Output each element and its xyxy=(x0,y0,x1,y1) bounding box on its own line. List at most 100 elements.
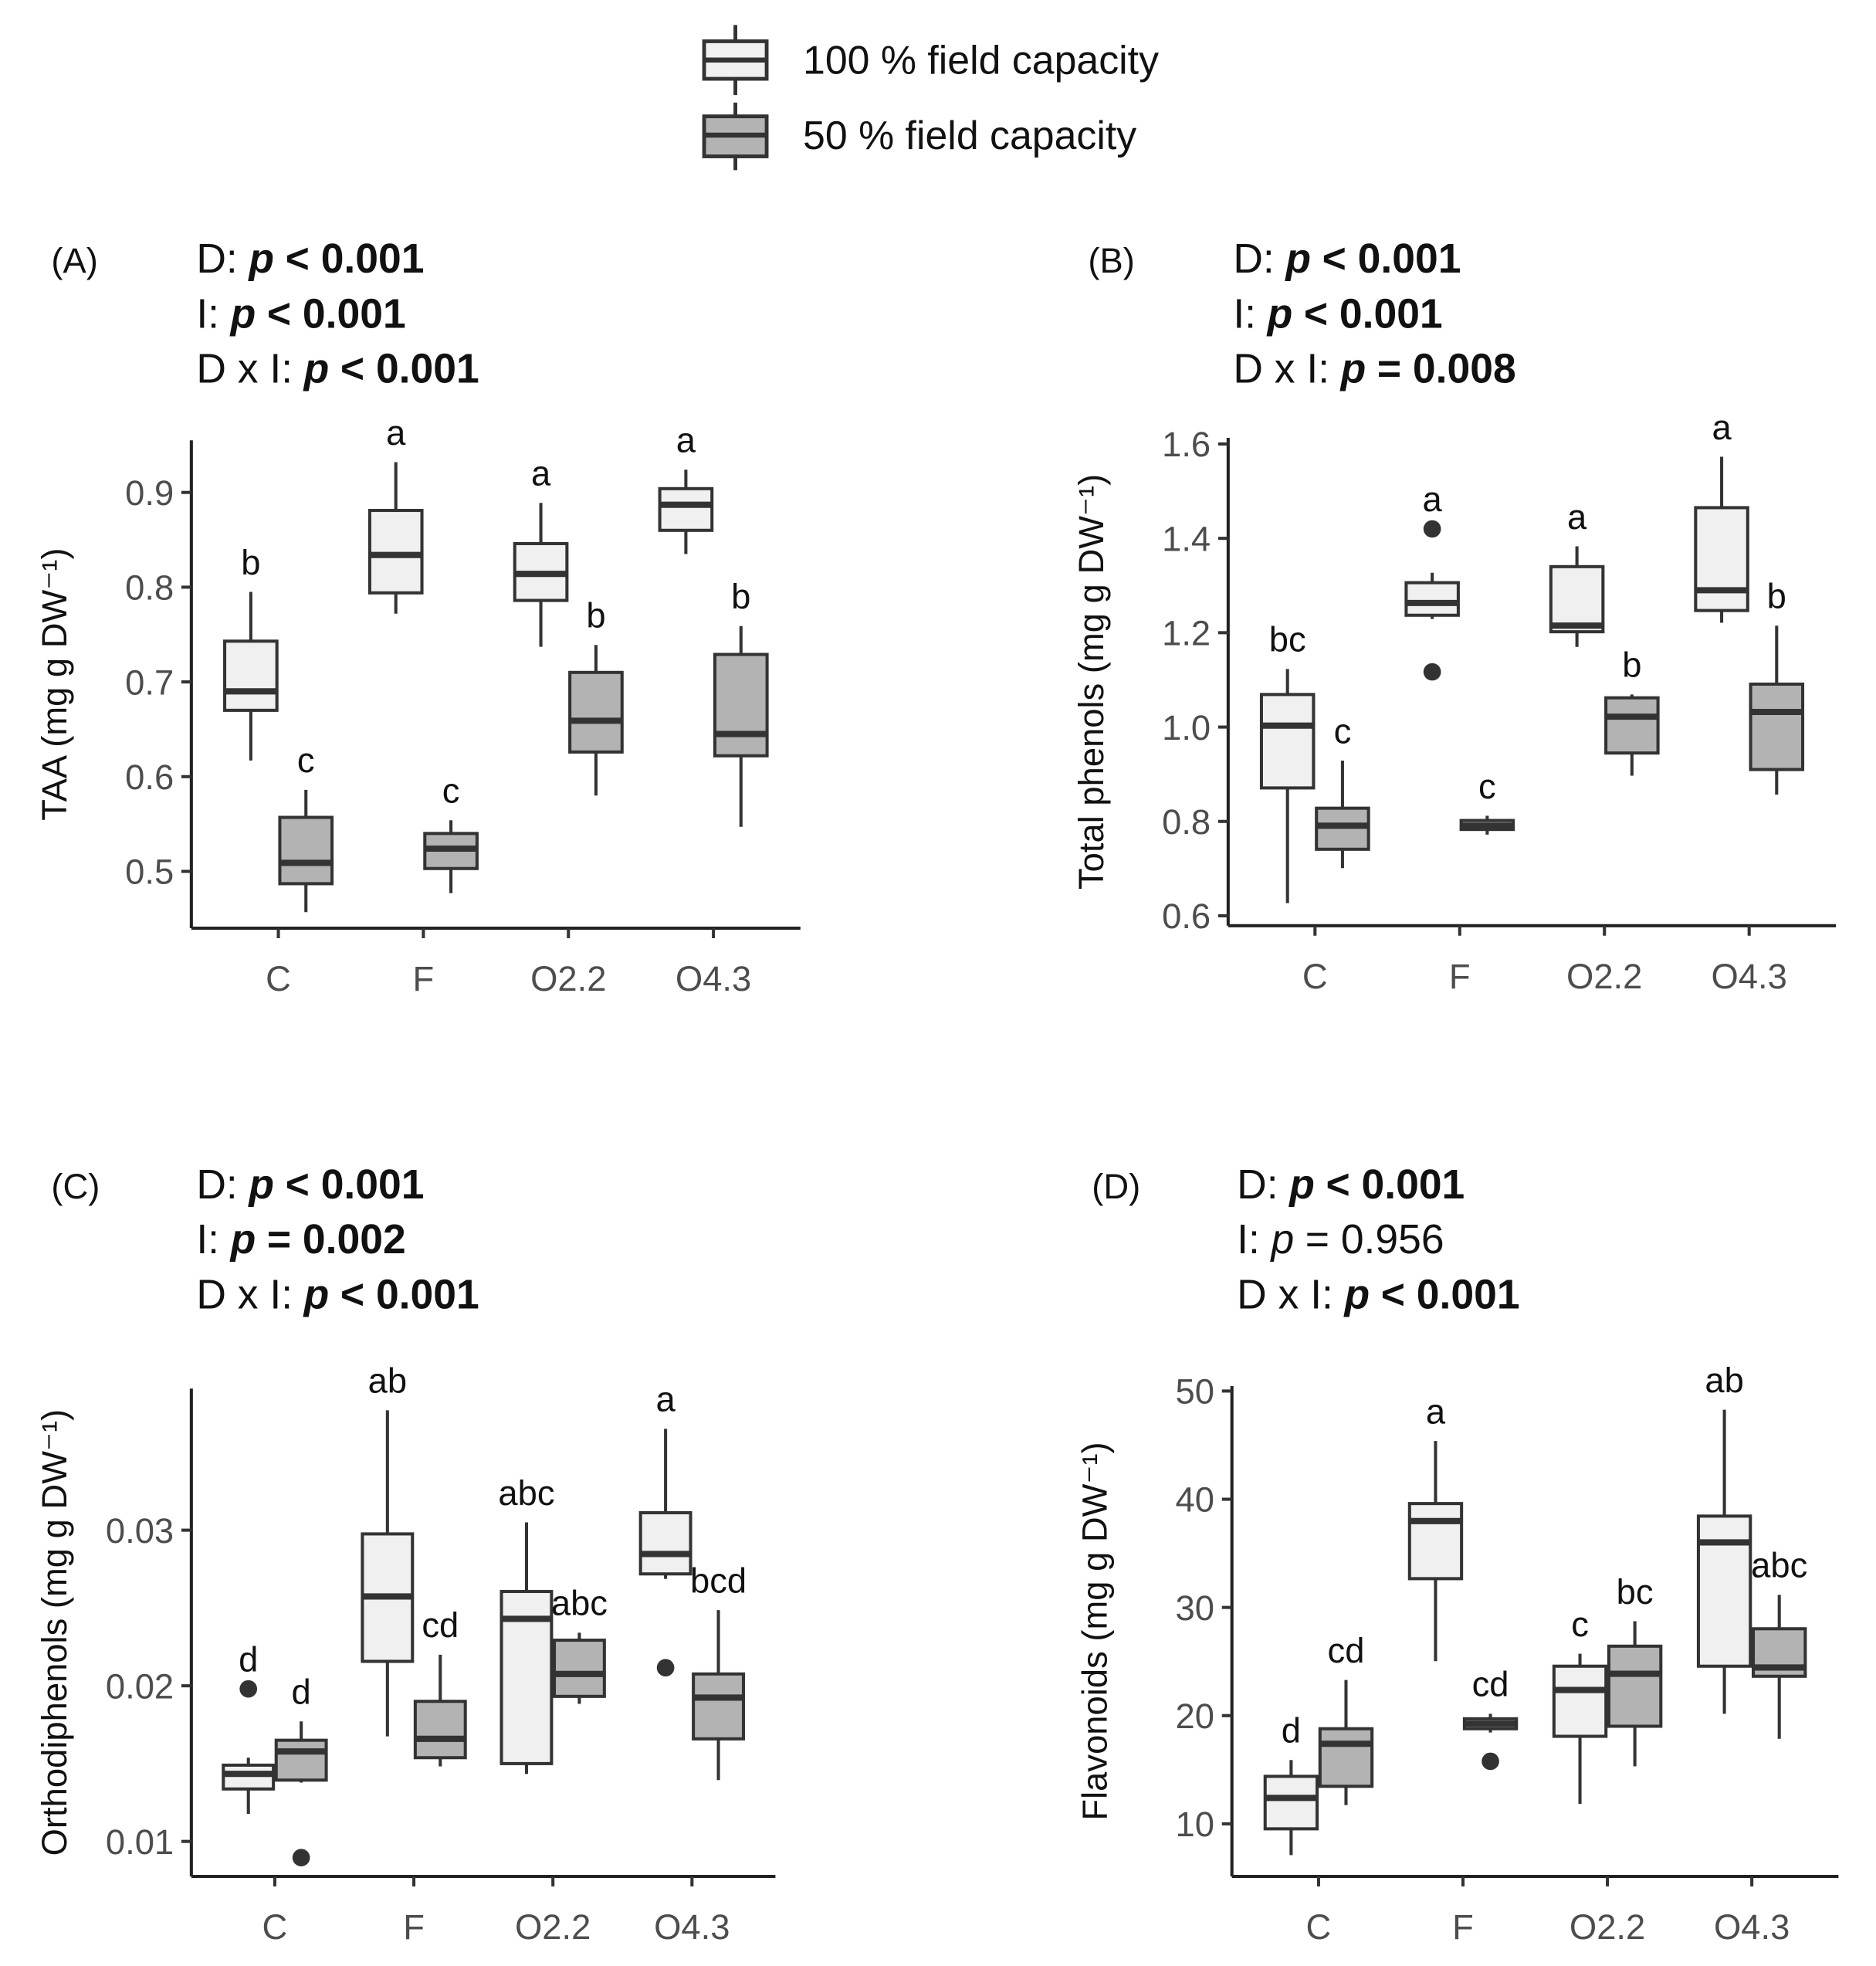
group-letter: a xyxy=(1567,497,1587,537)
group-letter: b xyxy=(731,577,750,616)
stat-term: D: xyxy=(1237,1162,1278,1208)
x-tick-label: F xyxy=(413,959,435,998)
y-tick-label: 0.02 xyxy=(106,1666,174,1706)
outlier xyxy=(292,1849,310,1866)
y-tick-label: 0.8 xyxy=(125,568,174,608)
x-tick-label: O2.2 xyxy=(530,959,606,998)
group-letter: c xyxy=(1478,767,1496,806)
stat-result: < 0.001 xyxy=(1381,1273,1520,1318)
stat-result: < 0.001 xyxy=(1304,291,1443,337)
x-tick-label: O4.3 xyxy=(676,959,751,998)
stat-line: D x I: p < 0.001 xyxy=(196,1273,479,1318)
stat-symbol: p xyxy=(1284,236,1311,282)
group-letter: a xyxy=(531,454,551,493)
stat-symbol: p xyxy=(1288,1162,1315,1208)
stat-line: I: p = 0.956 xyxy=(1237,1217,1444,1263)
group-letter: abc xyxy=(551,1584,608,1623)
group-letter: b xyxy=(586,596,605,636)
box xyxy=(278,815,334,886)
stat-line: D: p < 0.001 xyxy=(196,1162,424,1208)
group-letter: a xyxy=(676,421,696,460)
stat-symbol: p xyxy=(247,236,274,282)
y-tick-label: 1.4 xyxy=(1162,519,1211,558)
box xyxy=(1552,1664,1608,1738)
stat-term: D: xyxy=(1233,236,1274,282)
group-letter: ab xyxy=(368,1361,407,1401)
y-tick-label: 0.7 xyxy=(125,663,174,702)
group-letter: a xyxy=(655,1380,676,1419)
stat-term: I: xyxy=(196,1217,219,1263)
y-tick-label: 10 xyxy=(1176,1805,1214,1844)
group-letter: cd xyxy=(1328,1631,1365,1670)
group-letter: b xyxy=(1767,577,1786,616)
stat-term: D: xyxy=(196,1162,237,1208)
box xyxy=(1549,564,1605,634)
stat-term: D x I: xyxy=(196,1273,293,1318)
x-tick-label: O2.2 xyxy=(1566,957,1642,996)
stat-symbol: p xyxy=(303,1273,330,1318)
group-letter: a xyxy=(1426,1391,1446,1431)
box xyxy=(1407,1502,1464,1581)
box xyxy=(1604,696,1660,755)
y-axis-title: Flavonoids (mg g DW⁻¹) xyxy=(1075,1442,1115,1820)
stat-result: = 0.008 xyxy=(1377,347,1516,392)
outlier xyxy=(1423,520,1441,538)
x-tick-label: O4.3 xyxy=(1714,1907,1790,1947)
stat-line: I: p = 0.002 xyxy=(196,1217,405,1263)
box xyxy=(1607,1644,1663,1728)
stat-line: D x I: p < 0.001 xyxy=(196,347,479,392)
x-tick-label: F xyxy=(403,1907,425,1947)
stat-symbol: p xyxy=(303,347,330,392)
box xyxy=(713,653,769,758)
stat-line: D x I: p < 0.001 xyxy=(1237,1273,1519,1318)
stat-term: D x I: xyxy=(1237,1273,1333,1318)
x-tick-label: O4.3 xyxy=(1712,957,1787,996)
box xyxy=(1694,506,1749,612)
y-tick-label: 0.01 xyxy=(106,1822,174,1862)
panel-label: (A) xyxy=(51,241,97,280)
x-tick-label: C xyxy=(262,1907,288,1947)
stat-line: D x I: p = 0.008 xyxy=(1233,347,1515,392)
y-tick-label: 0.6 xyxy=(125,758,174,797)
x-tick-label: C xyxy=(1302,957,1328,996)
stat-result: < 0.001 xyxy=(1322,236,1461,282)
stat-result: < 0.001 xyxy=(286,236,425,282)
stat-result: < 0.001 xyxy=(340,1273,479,1318)
x-tick-label: F xyxy=(1449,957,1471,996)
y-tick-label: 0.9 xyxy=(125,473,174,513)
box xyxy=(568,670,624,754)
group-letter: c xyxy=(1571,1605,1589,1644)
group-letter: abc xyxy=(498,1473,554,1513)
stat-term: D x I: xyxy=(196,347,293,392)
group-letter: c xyxy=(1334,711,1352,751)
group-letter: ab xyxy=(1705,1361,1743,1400)
group-letter: b xyxy=(241,543,260,582)
box xyxy=(222,1763,276,1791)
group-letter: bc xyxy=(1269,620,1306,659)
y-tick-label: 30 xyxy=(1176,1588,1214,1628)
box xyxy=(1318,1727,1374,1788)
y-tick-label: 40 xyxy=(1176,1480,1214,1520)
group-letter: cd xyxy=(1472,1665,1509,1704)
stat-symbol: p xyxy=(1269,1217,1294,1263)
stat-result: = 0.956 xyxy=(1305,1217,1444,1263)
group-letter: d xyxy=(292,1673,311,1712)
stat-result: < 0.001 xyxy=(340,347,479,392)
stat-result: < 0.001 xyxy=(267,291,406,337)
group-letter: d xyxy=(1282,1711,1301,1751)
box xyxy=(1263,1774,1319,1831)
box xyxy=(658,486,714,532)
x-tick-label: C xyxy=(1306,1907,1332,1947)
y-tick-label: 20 xyxy=(1176,1697,1214,1736)
y-tick-label: 1.2 xyxy=(1162,614,1211,653)
outlier xyxy=(239,1680,258,1698)
group-letter: c xyxy=(297,741,315,780)
stat-symbol: p xyxy=(1339,347,1366,392)
y-tick-label: 1.0 xyxy=(1162,708,1211,747)
group-letter: cd xyxy=(422,1605,459,1645)
stat-line: D: p < 0.001 xyxy=(196,236,424,282)
y-tick-label: 0.5 xyxy=(125,852,174,892)
group-letter: bc xyxy=(1617,1572,1654,1612)
group-letter: a xyxy=(386,413,406,453)
